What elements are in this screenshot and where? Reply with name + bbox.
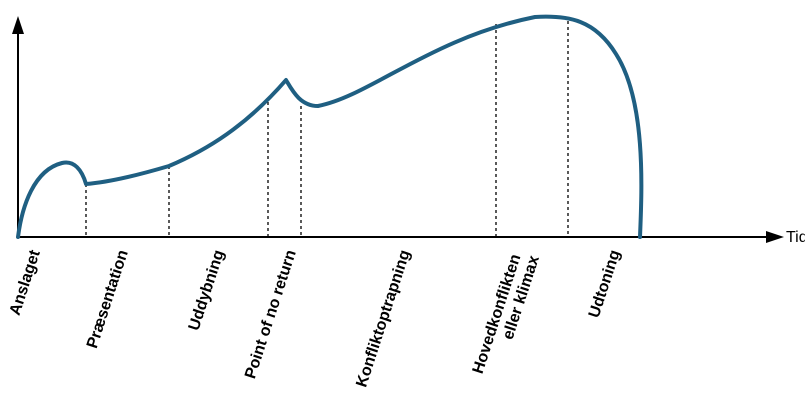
phase-label-konfliktoptrapning: Konfliktoptrapning bbox=[353, 248, 413, 389]
phase-label-hovedkonflikten: Hovedkonflikten eller klimax bbox=[470, 248, 543, 382]
x-axis-label: Tid bbox=[786, 229, 805, 246]
axes: Tid bbox=[12, 16, 805, 246]
phase-label-anslaget: Anslaget bbox=[7, 247, 44, 317]
phase-guides bbox=[85, 21, 569, 237]
x-axis-arrowhead bbox=[766, 231, 784, 243]
phase-labels: Anslaget Præsentation Uddybning Point of… bbox=[7, 247, 624, 389]
phase-label-praesentation: Præsentation bbox=[84, 248, 132, 350]
story-curve bbox=[16, 14, 644, 239]
y-axis-arrowhead bbox=[12, 16, 24, 34]
phase-label-uddybning: Uddybning bbox=[186, 248, 228, 333]
phase-label-udtoning: Udtoning bbox=[586, 248, 624, 320]
phase-label-point-of-no-return: Point of no return bbox=[242, 248, 300, 381]
